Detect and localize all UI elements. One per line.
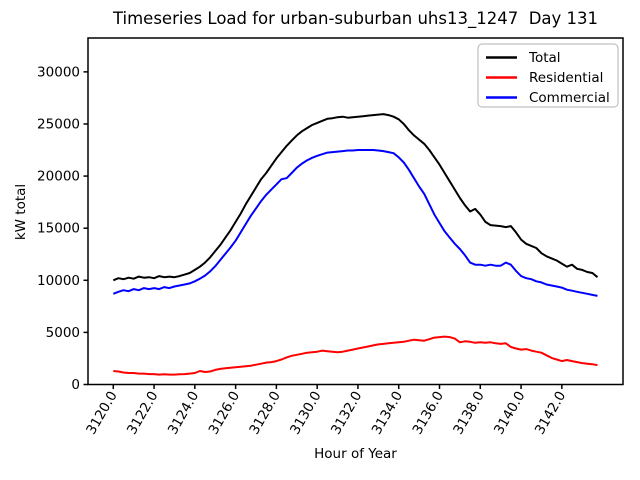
x-axis-label: Hour of Year xyxy=(314,446,397,462)
legend-box xyxy=(477,43,619,108)
x-tick-label: 3124.0 xyxy=(165,389,202,438)
x-tick-label: 3128.0 xyxy=(246,389,283,438)
y-tick-label: 5000 xyxy=(46,325,80,341)
series-line-residential xyxy=(113,335,598,376)
chart-title: Timeseries Load for urban-suburban uhs13… xyxy=(112,9,599,28)
x-tick-label: 3120.0 xyxy=(83,389,120,438)
x-tick-label: 3130.0 xyxy=(287,389,324,438)
y-tick-label: 0 xyxy=(71,377,80,393)
legend-label-total: Total xyxy=(528,50,561,66)
x-tick-label: 3132.0 xyxy=(328,389,365,438)
y-tick-label: 15000 xyxy=(37,221,80,237)
y-tick-label: 20000 xyxy=(37,169,80,185)
x-tick-label: 3138.0 xyxy=(450,389,487,438)
y-tick-label: 30000 xyxy=(37,64,80,80)
series-line-commercial xyxy=(112,149,598,297)
y-tick-label: 25000 xyxy=(37,116,80,132)
legend-label-commercial: Commercial xyxy=(529,90,610,106)
series-line-total xyxy=(112,113,599,282)
y-tick-label: 10000 xyxy=(37,273,80,289)
x-tick-label: 3140.0 xyxy=(491,389,528,438)
axes-spines xyxy=(87,37,624,386)
x-tick-label: 3126.0 xyxy=(206,389,243,438)
x-tick-label: 3142.0 xyxy=(532,389,569,438)
x-tick-label: 3134.0 xyxy=(369,389,406,438)
legend-label-residential: Residential xyxy=(529,70,603,86)
x-tick-label: 3136.0 xyxy=(409,389,446,438)
x-tick-label: 3122.0 xyxy=(124,389,161,438)
